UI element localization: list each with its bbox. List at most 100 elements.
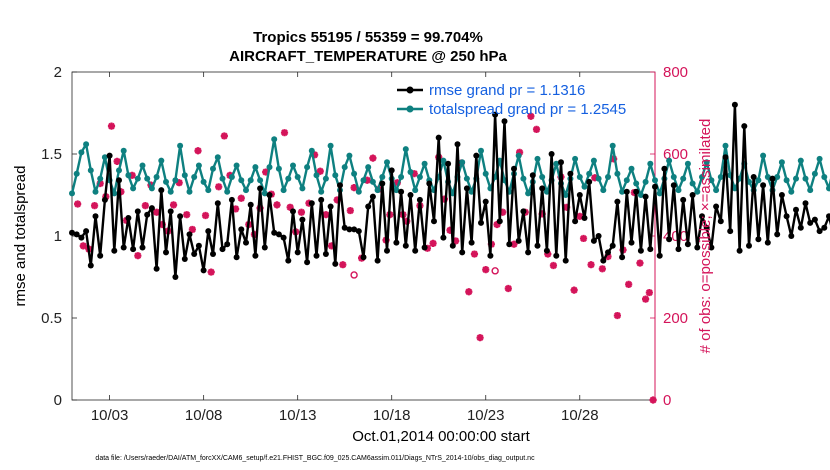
obs-assimilated-marker xyxy=(625,280,633,288)
obs-assimilated-marker xyxy=(470,250,479,258)
totalspread-point xyxy=(261,190,268,197)
obs-assimilated-marker xyxy=(175,179,183,187)
rmse-point xyxy=(393,239,400,246)
totalspread-point xyxy=(83,141,90,148)
rmse-point xyxy=(778,192,785,198)
rmse-point xyxy=(158,187,165,194)
rmse-point xyxy=(623,188,630,195)
rmse-point xyxy=(440,234,447,241)
rmse-point xyxy=(703,224,710,231)
totalspread-point xyxy=(713,187,720,194)
rmse-point xyxy=(666,236,673,243)
totalspread-point xyxy=(266,164,273,171)
rmse-point xyxy=(116,177,122,184)
rmse-point xyxy=(525,249,532,256)
y-tick-label: 0 xyxy=(54,392,62,409)
rmse-point xyxy=(163,249,169,256)
totalspread-point xyxy=(666,157,673,164)
rmse-point xyxy=(304,259,311,266)
totalspread-point xyxy=(111,190,118,197)
obs-assimilated-marker xyxy=(169,201,178,209)
totalspread-point xyxy=(219,175,226,182)
totalspread-point xyxy=(778,159,785,166)
rmse-point xyxy=(144,211,151,218)
totalspread-point xyxy=(708,177,715,184)
rmse-point xyxy=(595,233,602,239)
obs-assimilated-marker xyxy=(207,268,215,276)
rmse-point xyxy=(562,257,569,264)
obs-assimilated-marker xyxy=(363,176,371,184)
rmse-point xyxy=(473,152,480,159)
obs-assimilated-marker xyxy=(316,167,324,175)
totalspread-point xyxy=(652,177,658,184)
totalspread-point xyxy=(543,188,550,195)
totalspread-point xyxy=(619,188,626,195)
obs-assimilated-marker xyxy=(346,206,354,215)
rmse-point xyxy=(332,260,339,267)
totalspread-point xyxy=(402,146,409,153)
obs-assimilated-marker xyxy=(510,240,518,248)
obs-assimilated-marker xyxy=(641,295,650,303)
totalspread-point xyxy=(210,165,216,172)
rmse-point xyxy=(811,216,818,223)
rmse-point xyxy=(449,242,456,249)
totalspread-point xyxy=(826,185,830,192)
totalspread-point xyxy=(290,162,296,169)
rmse-point xyxy=(384,247,390,254)
totalspread-point xyxy=(553,160,560,167)
y-right-tick-label: 200 xyxy=(663,310,688,327)
totalspread-point xyxy=(374,187,381,194)
totalspread-point xyxy=(148,185,155,192)
totalspread-point xyxy=(821,174,828,180)
totalspread-point xyxy=(379,174,386,180)
rmse-point xyxy=(388,167,395,174)
y-tick-label: 0.5 xyxy=(41,310,62,327)
rmse-point xyxy=(826,213,830,220)
totalspread-point xyxy=(576,174,583,180)
y-right-tick-label: 400 xyxy=(663,228,688,245)
totalspread-point xyxy=(116,167,122,174)
rmse-point xyxy=(741,123,748,130)
totalspread-point xyxy=(308,147,315,154)
obs-assimilated-marker xyxy=(122,216,131,225)
obs-assimilated-marker xyxy=(232,205,240,213)
obs-assimilated-marker xyxy=(604,252,612,261)
rmse-point xyxy=(233,254,240,261)
rmse-point xyxy=(661,165,668,172)
totalspread-point xyxy=(257,177,264,184)
obs-assimilated-marker xyxy=(134,252,142,260)
obs-assimilated-marker xyxy=(194,147,202,155)
obs-assimilated-marker xyxy=(598,265,606,273)
rmse-point xyxy=(214,200,221,207)
rmse-point xyxy=(463,185,470,192)
totalspread-point xyxy=(313,172,320,179)
rmse-point xyxy=(351,226,358,233)
totalspread-point xyxy=(699,174,705,180)
rmse-point xyxy=(219,246,226,253)
rmse-point xyxy=(764,239,771,246)
totalspread-point xyxy=(172,177,179,184)
rmse-point xyxy=(713,203,720,210)
totalspread-point xyxy=(285,175,292,182)
y-tick-label: 1.5 xyxy=(41,146,62,163)
totalspread-point xyxy=(755,177,762,184)
obs-assimilated-marker xyxy=(322,211,330,219)
obs-assimilated-marker xyxy=(262,168,270,176)
rmse-point xyxy=(572,218,579,225)
legend-label-rmse: rmse grand pr = 1.1316 xyxy=(429,82,585,99)
rmse-point xyxy=(642,193,649,200)
obs-assimilated-marker xyxy=(493,220,501,229)
legend-marker-spread xyxy=(406,105,414,113)
totalspread-point xyxy=(670,174,677,180)
rmse-point xyxy=(543,247,550,254)
obs-assimilated-marker xyxy=(563,203,571,211)
totalspread-point xyxy=(760,152,767,159)
totalspread-point xyxy=(774,174,781,180)
rmse-point xyxy=(684,241,691,248)
totalspread-point xyxy=(73,170,80,177)
rmse-point xyxy=(181,256,188,262)
totalspread-point xyxy=(322,175,329,182)
totalspread-point xyxy=(341,164,348,171)
obs-assimilated-marker xyxy=(645,288,653,297)
totalspread-point xyxy=(228,174,235,180)
